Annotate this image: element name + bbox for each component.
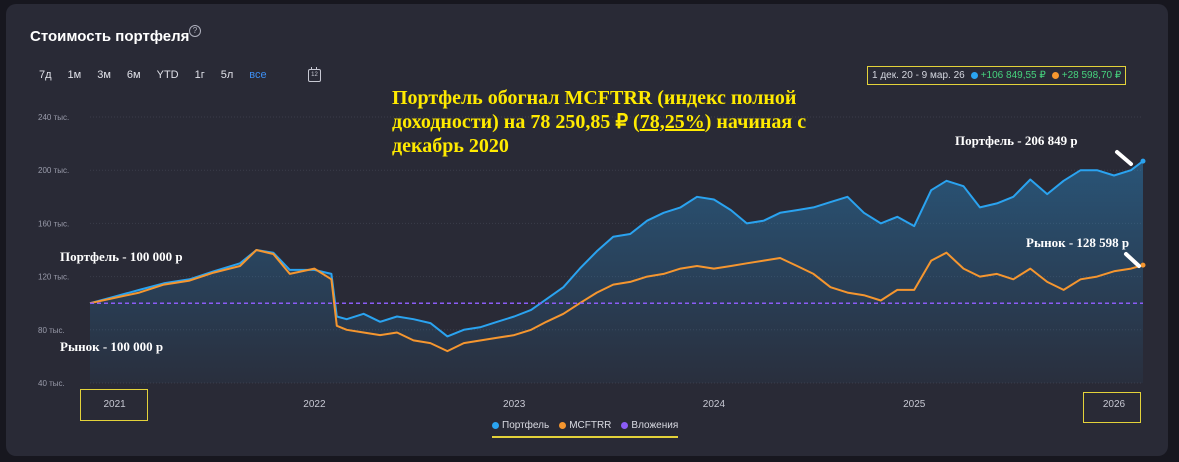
series-area-portfolio: [90, 161, 1143, 383]
period-summary: 1 дек. 20 - 9 мар. 26 +106 849,55 ₽ +28 …: [867, 66, 1127, 85]
legend-portfolio[interactable]: Портфель: [492, 420, 549, 431]
tab-6m[interactable]: 6м: [126, 69, 141, 81]
series-line-mcftrr: [89, 249, 1144, 353]
x-tick-label: 2022: [303, 399, 326, 410]
market-end-note: Рынок - 128 598 р: [1026, 235, 1130, 250]
tab-all[interactable]: все: [249, 69, 267, 81]
pointer-mark: [1115, 150, 1133, 166]
tab-1y[interactable]: 1г: [194, 69, 205, 81]
headline-annotation: Портфель обогнал MCFTRR (индекс полной д…: [392, 86, 862, 158]
portfolio-start-note: Портфель - 100 000 р: [60, 249, 183, 264]
tab-5y[interactable]: 5л: [220, 69, 234, 81]
portfolio-change-value: +106 849,55 ₽: [980, 70, 1046, 81]
x-tick-label: 2021: [104, 399, 127, 410]
range-tabs: 7д 1м 3м 6м YTD 1г 5л все: [39, 69, 283, 81]
series-end-point: [1140, 262, 1146, 268]
highlight-box-2026: [1083, 392, 1141, 423]
headline-percent: 78,25%: [639, 111, 705, 133]
x-tick-label: 2026: [1103, 399, 1126, 410]
calendar-icon[interactable]: 12: [308, 67, 321, 82]
index-change-value: +28 598,70 ₽: [1061, 70, 1122, 81]
x-tick-label: 2025: [903, 399, 926, 410]
help-circle-icon[interactable]: ?: [189, 25, 201, 37]
page-title: Стоимость портфеля: [30, 28, 190, 45]
y-tick-label: 200 тыс.: [38, 166, 69, 175]
y-tick-label: 80 тыс.: [38, 326, 65, 335]
x-tick-label: 2023: [503, 399, 526, 410]
portfolio-change: +106 849,55 ₽: [970, 70, 1046, 81]
headline-part1: Портфель обогнал MCFTRR (индекс полной д…: [392, 87, 797, 133]
tab-ytd[interactable]: YTD: [156, 69, 179, 81]
pointer-mark: [1124, 252, 1141, 268]
series-end-point: [1140, 158, 1146, 164]
y-tick-label: 160 тыс.: [38, 219, 69, 228]
index-change: +28 598,70 ₽: [1051, 70, 1122, 81]
y-tick-label: 120 тыс.: [38, 273, 69, 282]
legend-deposits-label: Вложения: [631, 420, 679, 431]
legend-index-label: MCFTRR: [569, 420, 612, 431]
legend-index[interactable]: MCFTRR: [559, 420, 611, 431]
headline-part2: ) начиная с декабрь 2020: [392, 111, 807, 157]
highlight-box-2021: [80, 389, 148, 421]
y-tick-label: 40 тыс.: [38, 379, 65, 388]
market-start-note: Рынок - 100 000 р: [60, 339, 164, 354]
tab-3m[interactable]: 3м: [97, 69, 111, 81]
portfolio-end-note: Портфель - 206 849 р: [955, 133, 1078, 148]
x-tick-label: 2024: [703, 399, 726, 410]
legend-portfolio-label: Портфель: [502, 420, 550, 431]
tab-1m[interactable]: 1м: [67, 69, 82, 81]
period-label: 1 дек. 20 - 9 мар. 26: [872, 70, 965, 81]
y-tick-label: 240 тыс.: [38, 113, 69, 122]
tab-7d[interactable]: 7д: [39, 69, 52, 81]
legend-deposits[interactable]: Вложения: [621, 420, 678, 431]
chart-legend: Портфель MCFTRR Вложения: [492, 420, 679, 438]
